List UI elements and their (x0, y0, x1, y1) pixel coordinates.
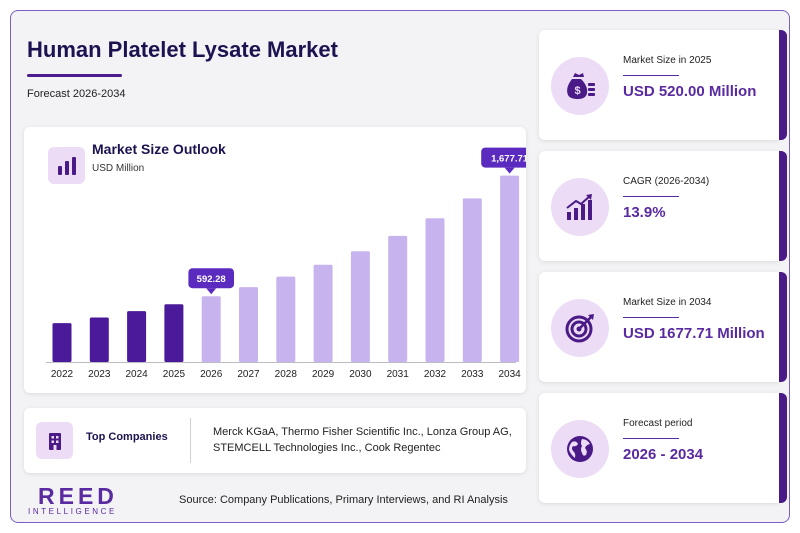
stat-card-forecast-period: Forecast period 2026 - 2034 (539, 393, 787, 503)
x-tick-label: 2031 (387, 369, 410, 380)
companies-label: Top Companies (86, 431, 168, 443)
stat-card-market-2025: $ Market Size in 2025 USD 520.00 Million (539, 30, 787, 140)
divider (190, 418, 191, 463)
stat-label: Forecast period (623, 418, 693, 429)
bar-chart-icon (48, 147, 85, 184)
target-icon (551, 299, 609, 357)
page-title: Human Platelet Lysate Market (27, 37, 338, 62)
stat-label: Market Size in 2025 (623, 55, 712, 66)
x-tick-label: 2028 (275, 369, 298, 380)
bar-2025 (164, 304, 184, 362)
x-tick-label: 2025 (163, 369, 186, 380)
x-tick-label: 2027 (237, 369, 260, 380)
bar-2033 (462, 198, 482, 362)
bar-chart: 2022 2023 2024 2025 2026 2027 2028 2029 2030 2031… (46, 147, 526, 380)
bar-2034 (500, 175, 520, 362)
stat-divider (623, 196, 679, 197)
stat-card-market-2034: Market Size in 2034 USD 1677.71 Million (539, 272, 787, 382)
x-tick-label: 2026 (200, 369, 223, 380)
bar-2024 (127, 311, 147, 362)
data-label: 1,677.71 (491, 154, 526, 165)
chart-unit: USD Million (92, 163, 145, 174)
stat-value: USD 1677.71 Million (623, 325, 765, 342)
stat-divider (623, 438, 679, 439)
chart-card: Market Size Outlook USD Million 2022 2023… (24, 127, 526, 393)
bar-2028 (276, 276, 296, 362)
infographic-frame: Human Platelet Lysate Market Forecast 20… (10, 10, 790, 523)
stat-label: CAGR (2026-2034) (623, 176, 710, 187)
x-tick-label: 2023 (88, 369, 111, 380)
title-underline (27, 74, 122, 77)
value-callout-2034: 1,677.71 (481, 147, 526, 174)
stat-value: 13.9% (623, 204, 666, 221)
value-callout-2026: 592.28 (188, 268, 234, 295)
stat-card-cagr: CAGR (2026-2034) 13.9% (539, 151, 787, 261)
bar-2026 (201, 296, 221, 362)
x-tick-label: 2022 (51, 369, 74, 380)
svg-text:$: $ (574, 85, 580, 97)
bar-2027 (239, 287, 258, 362)
chart-title: Market Size Outlook (92, 141, 226, 157)
x-tick-label: 2033 (461, 369, 484, 380)
stat-label: Market Size in 2034 (623, 297, 712, 308)
brand-logo: REED (38, 483, 118, 509)
stat-divider (623, 317, 679, 318)
x-tick-label: 2034 (498, 369, 521, 380)
bar-2023 (89, 317, 109, 362)
page-subtitle: Forecast 2026-2034 (27, 88, 126, 100)
bar-2029 (313, 264, 333, 362)
x-tick-label: 2030 (349, 369, 372, 380)
growth-chart-icon (551, 178, 609, 236)
globe-icon (551, 420, 609, 478)
stat-value: USD 520.00 Million (623, 83, 757, 100)
source-note: Source: Company Publications, Primary In… (179, 494, 508, 506)
x-tick-label: 2032 (424, 369, 447, 380)
bar-2031 (388, 235, 408, 362)
stat-value: 2026 - 2034 (623, 446, 704, 463)
stat-divider (623, 75, 679, 76)
bar-2022 (52, 323, 72, 362)
x-tick-label: 2029 (312, 369, 335, 380)
money-bag-icon: $ (551, 57, 609, 115)
data-label: 592.28 (197, 274, 226, 285)
top-companies-card: Top Companies Merck KGaA, Thermo Fisher … (24, 408, 526, 473)
companies-list: Merck KGaA, Thermo Fisher Scientific Inc… (213, 426, 512, 454)
x-tick-label: 2024 (125, 369, 148, 380)
brand-tagline: INTELLIGENCE (28, 507, 117, 516)
bar-2030 (350, 251, 370, 362)
bar-2032 (425, 218, 445, 362)
building-icon (36, 422, 73, 459)
